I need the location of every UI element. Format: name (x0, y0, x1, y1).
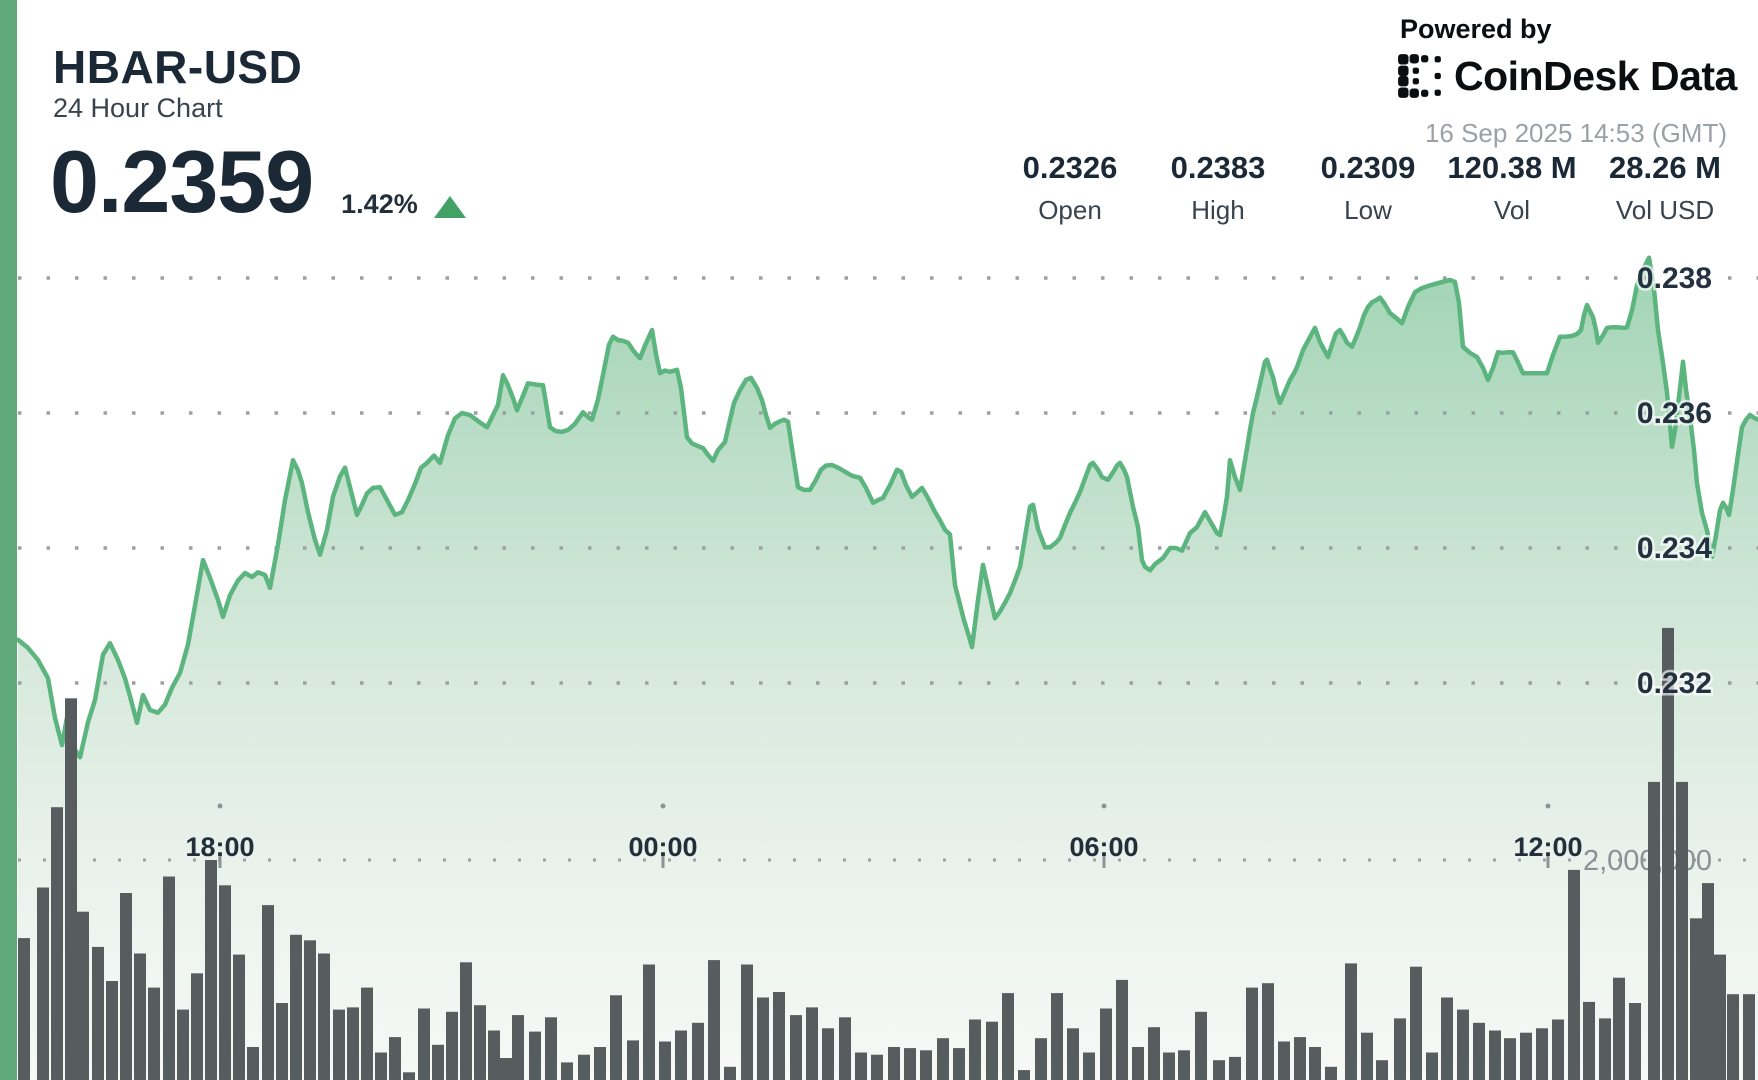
svg-text:0.232: 0.232 (1637, 667, 1712, 700)
coindesk-logo-icon (1398, 54, 1441, 98)
stat-volume: 120.38 M Vol (1447, 150, 1576, 226)
svg-text:12:00: 12:00 (1513, 832, 1582, 862)
powered-by-label: Powered by (1400, 14, 1552, 44)
svg-text:00:00: 00:00 (628, 832, 697, 862)
stat-value: 0.2309 (1320, 150, 1416, 185)
stat-label: Vol (1493, 195, 1531, 225)
left-accent-bar (0, 0, 17, 1080)
stat-label: Open (1038, 195, 1102, 225)
stat-value: 0.2326 (1022, 150, 1118, 185)
stat-value: 28.26 M (1608, 150, 1722, 185)
stat-open: 0.2326 Open (1023, 150, 1118, 226)
stat-low: 0.2309 Low (1321, 150, 1416, 226)
stat-volume-usd: 28.26 M Vol USD (1609, 150, 1721, 226)
svg-text:06:00: 06:00 (1069, 832, 1138, 862)
stat-high: 0.2383 High (1171, 150, 1266, 226)
svg-text:0.238: 0.238 (1637, 262, 1712, 295)
price-change-percent: 1.42% (341, 189, 418, 219)
price-row: 0.2359 1.42% (50, 138, 466, 226)
current-price: 0.2359 (50, 132, 314, 231)
arrow-up-icon (433, 196, 466, 218)
stat-value: 0.2383 (1170, 150, 1266, 185)
coindesk-data-logo: CoinDesk Data (1396, 52, 1737, 100)
page-title: HBAR-USD (53, 41, 303, 93)
stat-value: 120.38 M (1447, 150, 1577, 185)
stat-label: Vol USD (1615, 195, 1715, 225)
svg-text:18:00: 18:00 (185, 832, 254, 862)
svg-text:2,000,000: 2,000,000 (1583, 845, 1712, 877)
timestamp: 16 Sep 2025 14:53 (GMT) (1424, 118, 1727, 148)
stat-label: High (1191, 195, 1245, 225)
chart-subtitle: 24 Hour Chart (53, 93, 223, 123)
coindesk-logo-text: CoinDesk Data (1454, 52, 1737, 99)
svg-text:0.236: 0.236 (1637, 397, 1712, 430)
stat-label: Low (1344, 195, 1392, 225)
svg-text:0.234: 0.234 (1637, 532, 1712, 565)
ohlc-stats-row: 0.2326 Open 0.2383 High 0.2309 Low 120.3… (0, 150, 1758, 230)
